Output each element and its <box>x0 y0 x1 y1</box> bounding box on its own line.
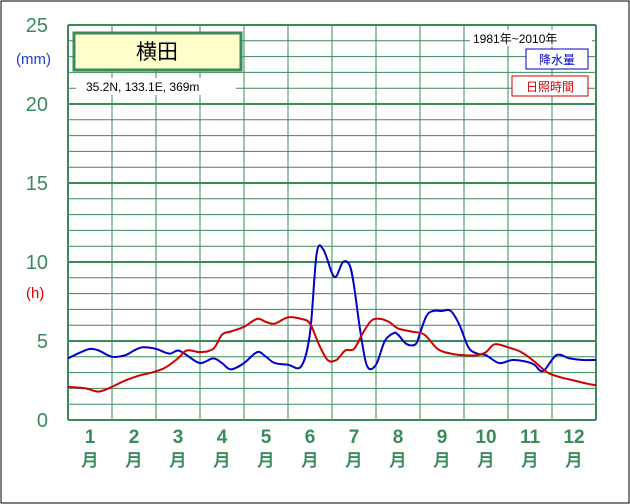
y-tick-label: 25 <box>26 15 48 37</box>
station-box <box>72 31 243 72</box>
x-tick-label: 5 <box>261 427 272 448</box>
period-bg <box>470 30 592 46</box>
x-tick-unit: 月 <box>169 451 187 471</box>
y-unit-h: (h) <box>26 285 44 302</box>
x-tick-label: 11 <box>520 427 541 448</box>
y-tick-label: 10 <box>26 252 48 274</box>
x-tick-label: 2 <box>129 427 140 448</box>
x-tick-unit: 月 <box>389 451 407 471</box>
x-tick-label: 12 <box>563 427 584 448</box>
x-tick-label: 4 <box>217 427 228 448</box>
grid <box>67 24 597 421</box>
x-tick-label: 10 <box>475 427 496 448</box>
period-text: 1981年~2010年 <box>473 32 557 46</box>
series-lines <box>67 244 597 393</box>
x-tick-label: 1 <box>85 427 96 448</box>
legend-sunshine-label: 日照時間 <box>526 80 574 94</box>
x-tick-unit: 月 <box>301 451 319 471</box>
x-tick-label: 6 <box>305 427 316 448</box>
x-tick-unit: 月 <box>345 451 363 471</box>
y-unit-mm: (mm) <box>16 51 51 68</box>
x-tick-unit: 月 <box>213 451 231 471</box>
x-tick-label: 7 <box>349 427 360 448</box>
y-tick-labels: 0 5 10 15 20 25 <box>26 15 48 432</box>
x-tick-label: 8 <box>393 427 404 448</box>
station-name: 横田 <box>136 40 178 64</box>
legend-precip <box>525 48 589 70</box>
x-tick-unit: 月 <box>565 451 583 471</box>
location-text: 35.2N, 133.1E, 369m <box>86 80 199 94</box>
legend-precip-label: 降水量 <box>539 53 575 67</box>
x-tick-unit: 月 <box>521 451 539 471</box>
y-tick-label: 0 <box>37 410 48 432</box>
legend-sunshine <box>511 75 589 97</box>
y-tick-label: 15 <box>26 173 48 195</box>
x-tick-label: 3 <box>173 427 184 448</box>
y-tick-label: 5 <box>37 331 48 353</box>
sunshine-line <box>67 316 597 393</box>
x-tick-label: 9 <box>437 427 448 448</box>
x-tick-unit: 月 <box>81 451 99 471</box>
precipitation-line <box>67 244 597 373</box>
x-tick-labels: 1 月 2 月 3 月 4 月 5 月 6 月 7 月 8 月 9 月 10 月 11 月 12 月 <box>81 427 585 471</box>
x-tick-unit: 月 <box>477 451 495 471</box>
x-tick-unit: 月 <box>433 451 451 471</box>
x-tick-unit: 月 <box>257 451 275 471</box>
location-bg <box>76 78 236 95</box>
x-tick-unit: 月 <box>125 451 143 471</box>
y-tick-label: 20 <box>26 94 48 116</box>
